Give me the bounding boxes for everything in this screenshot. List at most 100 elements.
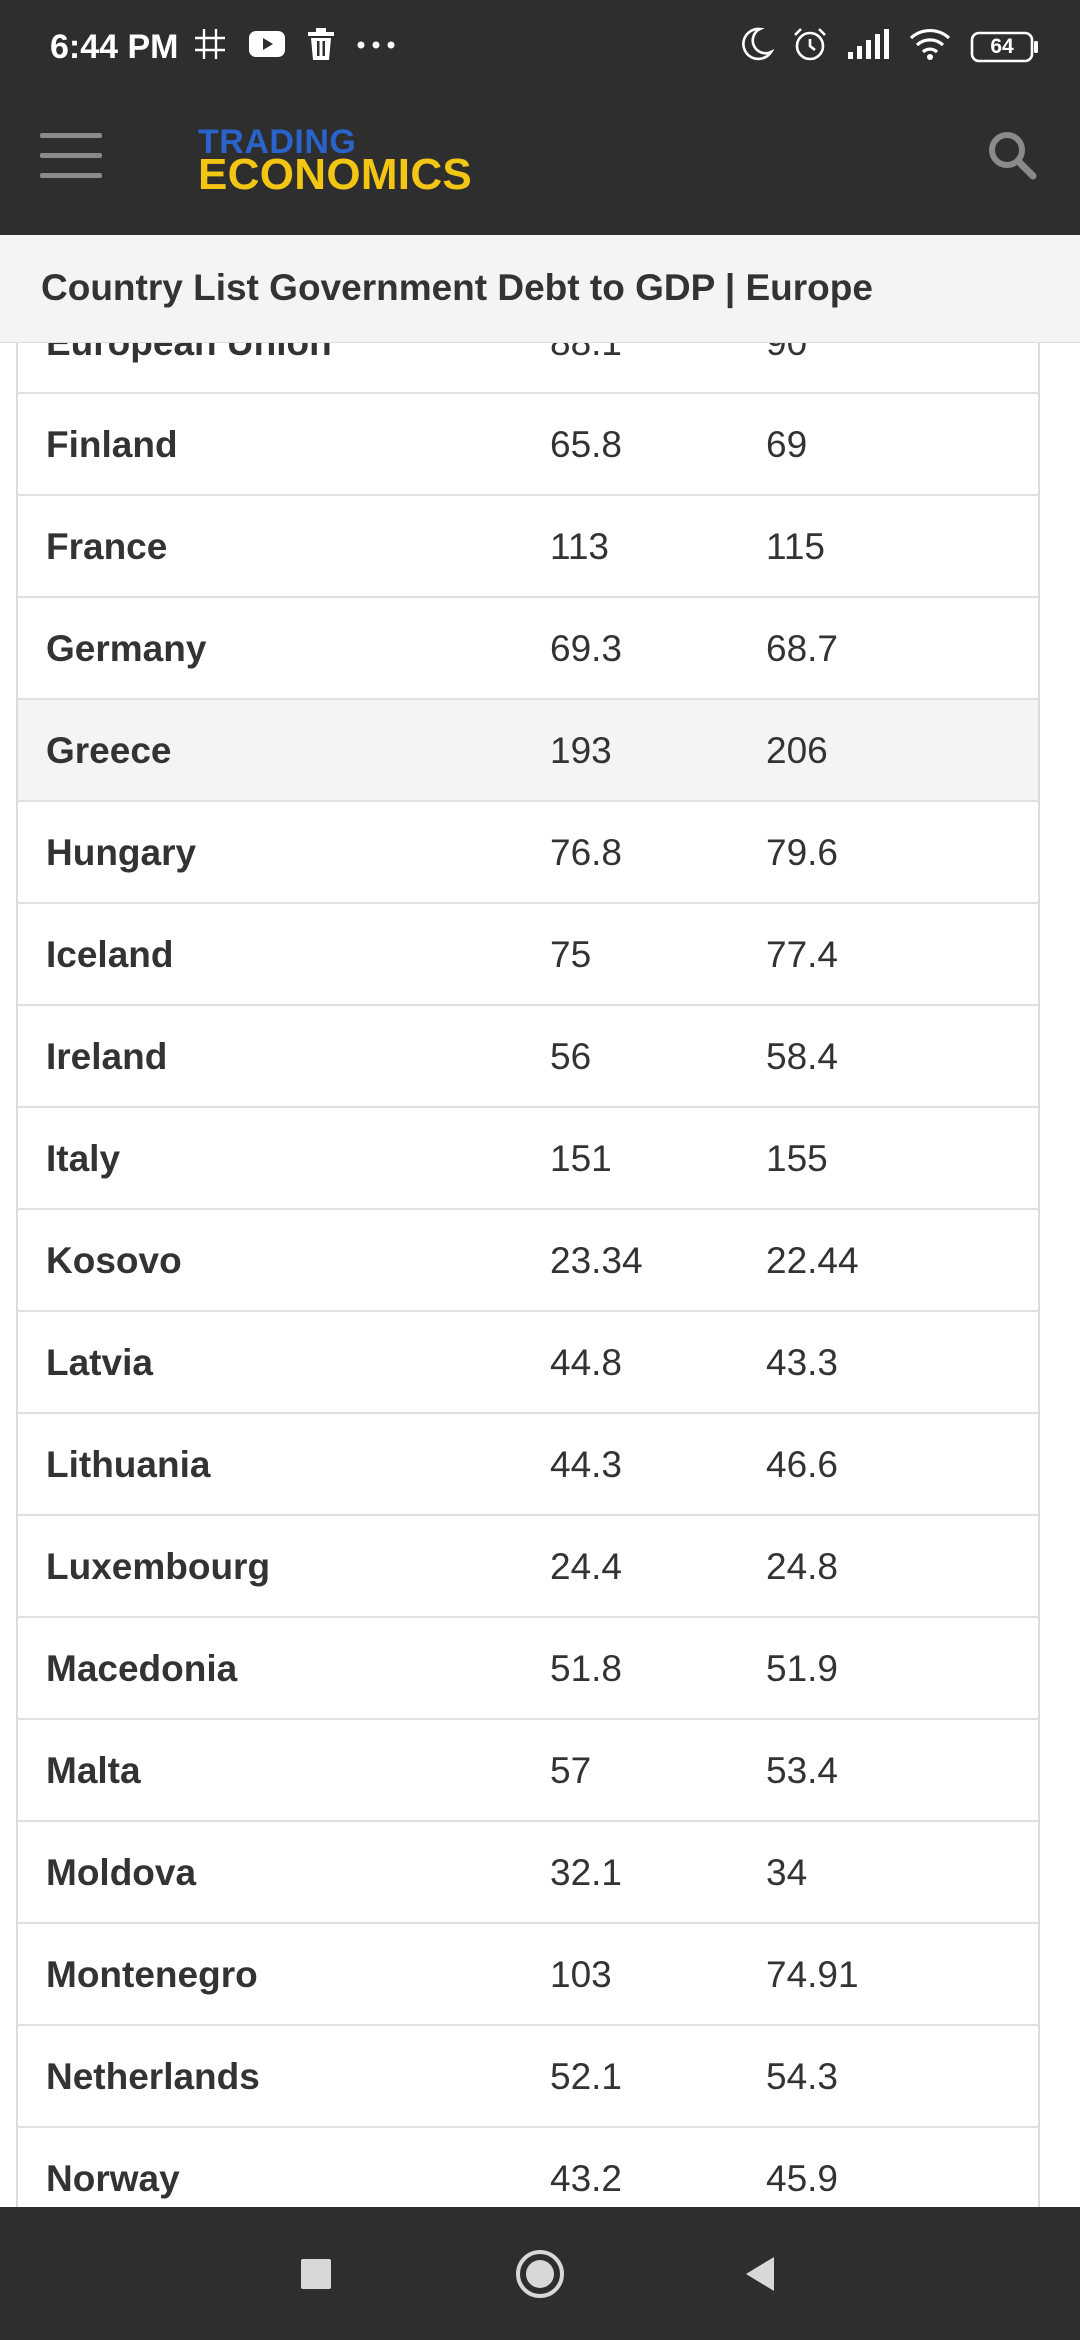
navigation-bar: [0, 2207, 1080, 2340]
last-value-cell: 65.8: [550, 424, 623, 465]
status-right-icons: 64: [740, 26, 1040, 67]
table-row[interactable]: Netherlands 52.1 54.3: [18, 2026, 1038, 2128]
previous-value-cell: 51.9: [766, 1648, 839, 1689]
last-value-cell: 193: [550, 730, 612, 771]
country-cell[interactable]: Ireland: [46, 1036, 168, 1077]
status-left-icons: [192, 26, 396, 67]
previous-value-cell: 34: [766, 1852, 808, 1893]
table-row[interactable]: Germany 69.3 68.7: [18, 598, 1038, 700]
previous-value-cell: 46.6: [766, 1444, 839, 1485]
table-body: European Union 88.1 90 Finland 65.8 69 France 1…: [18, 343, 1038, 2207]
table-row[interactable]: Montenegro 103 74.91: [18, 1924, 1038, 2026]
back-triangle-icon[interactable]: [700, 2207, 820, 2340]
country-cell[interactable]: Luxembourg: [46, 1546, 271, 1587]
logo-bottom-text: ECONOMICS: [198, 150, 473, 199]
status-bar: 6:44 PM 64: [0, 0, 1080, 95]
youtube-icon: [248, 29, 286, 64]
table-row[interactable]: Luxembourg 24.4 24.8: [18, 1516, 1038, 1618]
table-row[interactable]: Macedonia 51.8 51.9: [18, 1618, 1038, 1720]
last-value-cell: 32.1: [550, 1852, 623, 1893]
country-cell[interactable]: Germany: [46, 628, 207, 669]
country-cell[interactable]: Greece: [46, 730, 172, 771]
country-cell[interactable]: Norway: [46, 2158, 180, 2199]
country-cell[interactable]: Netherlands: [46, 2056, 260, 2097]
country-cell[interactable]: Lithuania: [46, 1444, 211, 1485]
previous-value-cell: 155: [766, 1138, 828, 1179]
country-cell[interactable]: Montenegro: [46, 1954, 258, 1995]
table-row[interactable]: France 113 115: [18, 496, 1038, 598]
hashtag-grid-icon: [192, 26, 228, 67]
last-value-cell: 44.3: [550, 1444, 623, 1485]
table-row[interactable]: Latvia 44.8 43.3: [18, 1312, 1038, 1414]
table-row[interactable]: Ireland 56 58.4: [18, 1006, 1038, 1108]
app-header: TRADING ECONOMICS: [0, 95, 1080, 235]
country-cell[interactable]: Moldova: [46, 1852, 197, 1893]
wifi-icon: [908, 27, 952, 66]
previous-value-cell: 115: [766, 526, 825, 567]
table-row[interactable]: Norway 43.2 45.9: [18, 2128, 1038, 2207]
previous-value-cell: 45.9: [766, 2158, 839, 2199]
previous-value-cell: 22.44: [766, 1240, 859, 1281]
previous-value-cell: 206: [766, 730, 828, 771]
trash-icon: [306, 27, 336, 66]
country-cell[interactable]: Kosovo: [46, 1240, 182, 1281]
country-cell[interactable]: Hungary: [46, 832, 197, 873]
country-cell[interactable]: Iceland: [46, 934, 174, 975]
table-row[interactable]: Iceland 75 77.4: [18, 904, 1038, 1006]
battery-level: 64: [990, 34, 1014, 58]
last-value-cell: 23.34: [550, 1240, 643, 1281]
trading-economics-logo[interactable]: TRADING ECONOMICS: [198, 125, 472, 197]
previous-value-cell: 90: [766, 343, 807, 394]
table-row[interactable]: Kosovo 23.34 22.44: [18, 1210, 1038, 1312]
last-value-cell: 113: [550, 526, 609, 567]
last-value-cell: 75: [550, 934, 592, 975]
country-cell[interactable]: European Union: [46, 343, 332, 394]
alarm-icon: [792, 26, 828, 67]
previous-value-cell: 58.4: [766, 1036, 839, 1077]
country-cell[interactable]: Finland: [46, 424, 178, 465]
previous-value-cell: 74.91: [766, 1954, 859, 1995]
last-value-cell: 44.8: [550, 1342, 623, 1383]
signal-icon: [846, 28, 890, 65]
country-cell[interactable]: Malta: [46, 1750, 141, 1791]
last-value-cell: 103: [550, 1954, 612, 1995]
home-circle-icon[interactable]: [480, 2207, 600, 2340]
table-row[interactable]: Lithuania 44.3 46.6: [18, 1414, 1038, 1516]
table-row[interactable]: Greece 193 206: [18, 700, 1038, 802]
last-value-cell: 76.8: [550, 832, 623, 873]
table-row[interactable]: Hungary 76.8 79.6: [18, 802, 1038, 904]
last-value-cell: 43.2: [550, 2158, 623, 2199]
last-value-cell: 57: [550, 1750, 592, 1791]
page-title: Country List Government Debt to GDP | Eu…: [41, 267, 873, 308]
table-row[interactable]: Malta 57 53.4: [18, 1720, 1038, 1822]
hamburger-menu-icon[interactable]: [40, 133, 104, 181]
title-bar: Country List Government Debt to GDP | Eu…: [0, 235, 1080, 343]
previous-value-cell: 53.4: [766, 1750, 839, 1791]
country-cell[interactable]: France: [46, 526, 168, 567]
country-table[interactable]: European Union 88.1 90 Finland 65.8 69 France 1…: [16, 343, 1040, 2207]
table-row[interactable]: Moldova 32.1 34: [18, 1822, 1038, 1924]
battery-icon: 64: [970, 31, 1040, 63]
last-value-cell: 88.1: [550, 343, 622, 394]
last-value-cell: 51.8: [550, 1648, 623, 1689]
previous-value-cell: 24.8: [766, 1546, 839, 1587]
last-value-cell: 151: [550, 1138, 612, 1179]
status-time: 6:44 PM: [50, 28, 179, 66]
table-row[interactable]: European Union 88.1 90: [18, 343, 1038, 394]
country-cell[interactable]: Macedonia: [46, 1648, 238, 1689]
previous-value-cell: 77.4: [766, 934, 839, 975]
table-row[interactable]: Finland 65.8 69: [18, 394, 1038, 496]
country-cell[interactable]: Italy: [46, 1138, 121, 1179]
recents-square-icon[interactable]: [256, 2207, 376, 2340]
table-row[interactable]: Italy 151 155: [18, 1108, 1038, 1210]
search-icon[interactable]: [982, 125, 1042, 185]
previous-value-cell: 79.6: [766, 832, 839, 873]
last-value-cell: 52.1: [550, 2056, 623, 2097]
country-cell[interactable]: Latvia: [46, 1342, 153, 1383]
moon-icon: [740, 26, 775, 67]
more-dots-icon: [356, 38, 396, 56]
last-value-cell: 69.3: [550, 628, 623, 669]
previous-value-cell: 54.3: [766, 2056, 839, 2097]
previous-value-cell: 68.7: [766, 628, 839, 669]
previous-value-cell: 43.3: [766, 1342, 839, 1383]
